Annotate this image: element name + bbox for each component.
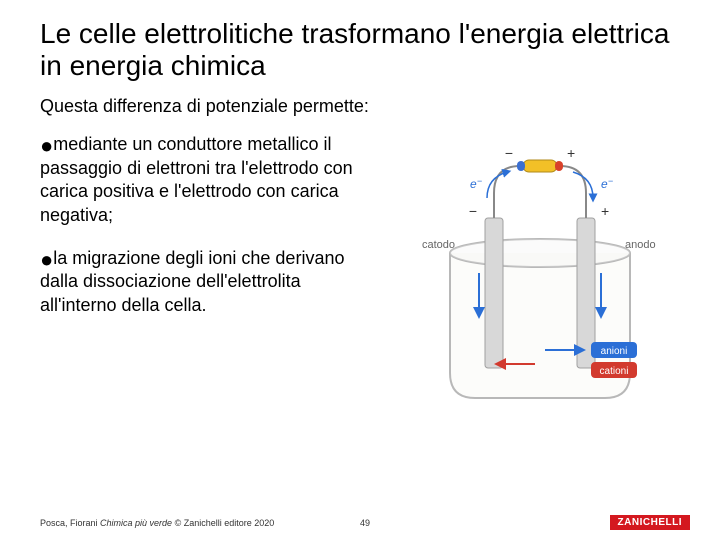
bullet-1-text: mediante un conduttore metallico il pass… [40,134,353,224]
svg-text:−: − [477,176,482,186]
svg-text:+: + [567,145,575,161]
page-number: 49 [360,518,370,528]
bullet-dot-icon: ● [40,133,53,158]
footer-copyright: © Zanichelli editore 2020 [172,518,274,528]
svg-text:cationi: cationi [600,366,629,377]
svg-text:anioni: anioni [601,346,628,357]
text-column: ●mediante un conduttore metallico il pas… [40,133,380,418]
footer-left: Posca, Fiorani Chimica più verde © Zanic… [40,518,274,528]
svg-text:anodo: anodo [625,239,656,251]
slide-footer: Posca, Fiorani Chimica più verde © Zanic… [40,515,690,530]
svg-text:−: − [505,145,513,161]
bullet-dot-icon: ● [40,247,53,272]
footer-authors: Posca, Fiorani [40,518,100,528]
bullet-2: ●la migrazione degli ioni che derivano d… [40,247,380,317]
bullet-2-text: la migrazione degli ioni che derivano da… [40,248,344,315]
diagram-column: −+e−e−−+catodoanodoanionicationi [390,133,690,418]
svg-text:−: − [469,203,477,219]
slide-subtitle: Questa differenza di potenziale permette… [40,96,690,117]
slide-title: Le celle elettrolitiche trasformano l'en… [40,18,690,82]
publisher-logo: ZANICHELLI [610,515,690,530]
svg-text:e: e [470,177,477,191]
electrolytic-cell-diagram: −+e−e−−+catodoanodoanionicationi [395,138,685,418]
bullet-1: ●mediante un conduttore metallico il pas… [40,133,380,227]
svg-text:−: − [608,176,613,186]
svg-text:+: + [601,203,609,219]
svg-text:e: e [601,177,608,191]
footer-title: Chimica più verde [100,518,172,528]
svg-text:catodo: catodo [422,239,455,251]
